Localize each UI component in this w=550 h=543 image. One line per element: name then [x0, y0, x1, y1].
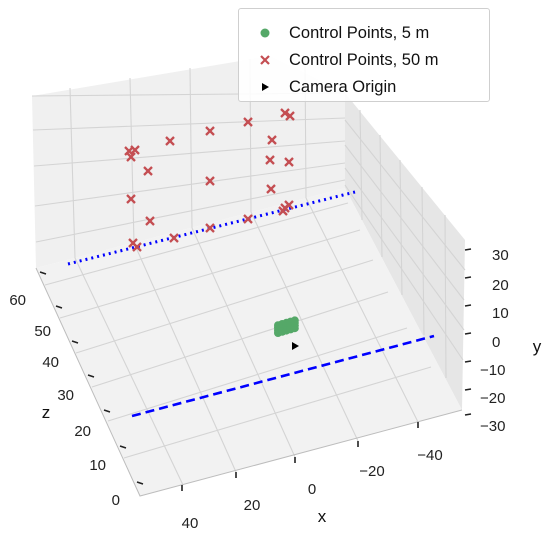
marker-50m — [132, 242, 142, 252]
x-tick-label: −20 — [359, 463, 384, 480]
x-tick-labels: 40 20 0 −20 −40 — [182, 447, 443, 532]
z-tick-label: 60 — [9, 292, 26, 309]
y-tick-label: −10 — [480, 362, 505, 379]
legend-marker-triangle — [262, 83, 269, 91]
legend-entry-5m: Control Points, 5 m — [239, 20, 429, 46]
tick-marks — [39, 248, 472, 491]
marker-50m — [267, 135, 277, 145]
marker-50m — [145, 216, 155, 226]
x-tick-label: −40 — [417, 447, 442, 464]
y-tick-label: 10 — [492, 305, 509, 322]
marker-50m — [143, 166, 153, 176]
z-tick-label: 40 — [42, 354, 59, 371]
x-tick-label: 40 — [182, 515, 199, 532]
x-tick-label: 0 — [308, 481, 316, 498]
legend-marker-circle — [260, 28, 270, 38]
right-pane — [345, 93, 465, 410]
marker-50m — [126, 152, 136, 162]
marker-50m — [165, 136, 175, 146]
marker-50m — [243, 117, 253, 127]
series-5m — [274, 316, 299, 337]
grid-lines — [31, 56, 466, 486]
back-pane — [32, 56, 345, 268]
legend-entry-camera: Camera Origin — [239, 74, 396, 100]
legend-marker-x — [260, 55, 270, 65]
z-tick-label: 30 — [57, 387, 74, 404]
x-tick-label: 20 — [244, 497, 261, 514]
marker-50m — [243, 214, 253, 224]
legend-entry-50m: Control Points, 50 m — [239, 47, 438, 73]
marker-50m — [205, 223, 215, 233]
marker-50m — [266, 184, 276, 194]
legend-label: Camera Origin — [289, 77, 397, 96]
z-tick-label: 10 — [89, 457, 106, 474]
legend-label: Control Points, 5 m — [289, 23, 430, 42]
marker-5m — [290, 316, 299, 325]
series-50m — [124, 108, 295, 252]
dotted-line-far — [67, 190, 356, 266]
marker-50m — [265, 155, 275, 165]
z-tick-label: 50 — [34, 323, 51, 340]
marker-50m — [126, 194, 136, 204]
marker-50m — [278, 206, 288, 216]
camera-origin-marker — [292, 342, 299, 350]
y-axis-label: y — [533, 337, 542, 356]
dashed-line-near — [131, 334, 435, 418]
legend: Control Points, 5 m Control Points, 50 m… — [238, 8, 490, 102]
marker-50m — [280, 108, 290, 118]
z-tick-label: 20 — [74, 423, 91, 440]
y-tick-label: 0 — [492, 334, 500, 351]
marker-50m — [205, 176, 215, 186]
y-tick-label: 20 — [492, 277, 509, 294]
y-tick-label: −30 — [480, 418, 505, 435]
axis-edges — [35, 267, 463, 497]
marker-50m — [285, 111, 295, 121]
z-tick-label: 0 — [112, 492, 120, 509]
z-tick-labels: 60 50 40 30 20 10 0 — [9, 292, 120, 509]
y-tick-labels: 30 20 10 0 −10 −20 −30 — [480, 247, 509, 435]
marker-50m — [284, 157, 294, 167]
y-tick-label: −20 — [480, 390, 505, 407]
legend-label: Control Points, 50 m — [289, 50, 439, 69]
marker-50m — [130, 145, 140, 155]
marker-50m — [169, 233, 179, 243]
y-tick-label: 30 — [492, 247, 509, 264]
marker-50m — [205, 126, 215, 136]
z-axis-label: z — [42, 403, 51, 422]
x-axis-label: x — [318, 507, 327, 526]
